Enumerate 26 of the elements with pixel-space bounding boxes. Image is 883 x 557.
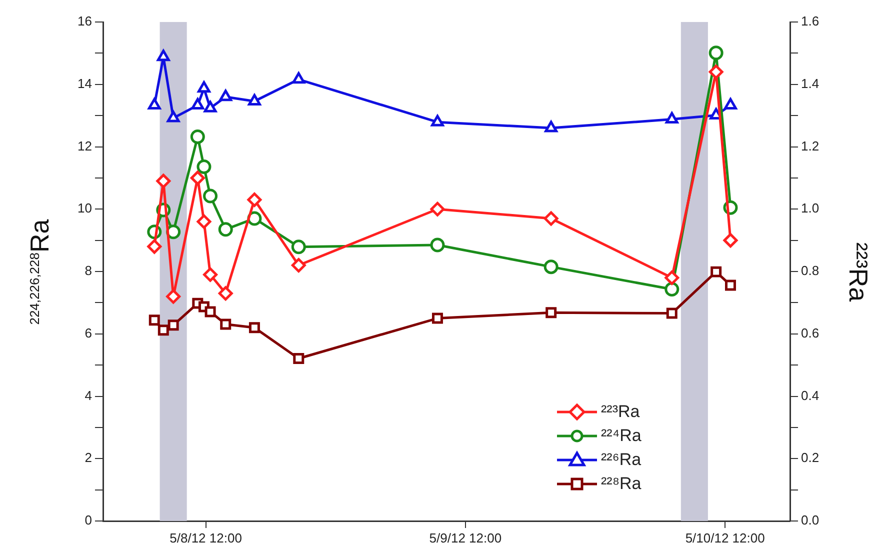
y-tick-label: 0 <box>84 512 92 528</box>
y2-tick-label: 0.0 <box>801 512 820 528</box>
legend-label: ²²³Ra <box>601 402 640 422</box>
y-tick-label: 8 <box>84 263 92 278</box>
legend-label: ²²⁶Ra <box>601 450 642 470</box>
legend-label: ²²⁴Ra <box>601 426 642 446</box>
y2-tick-label: 1.2 <box>801 138 820 154</box>
y-tick-label: 6 <box>84 325 92 340</box>
y-tick-label: 10 <box>78 200 92 216</box>
legend-label: ²²⁸Ra <box>601 474 642 494</box>
y2-tick-label: 1.0 <box>801 200 820 216</box>
y2-tick-label: 1.6 <box>801 14 820 29</box>
x-tick-label: 5/9/12 12:00 <box>429 530 502 546</box>
y-tick-label: 16 <box>78 14 92 29</box>
y-tick-label: 2 <box>84 450 92 466</box>
y2-axis-title: ²²³Ra <box>842 242 874 302</box>
y2-tick-label: 0.8 <box>801 263 820 278</box>
y2-tick-label: 0.2 <box>801 450 820 466</box>
x-tick-label: 5/8/12 12:00 <box>170 530 242 546</box>
y2-tick-label: 0.6 <box>801 325 820 340</box>
y-tick-label: 12 <box>78 138 92 154</box>
y-tick-label: 14 <box>78 76 92 91</box>
y2-tick-label: 1.4 <box>801 76 820 91</box>
x-tick-label: 5/10/12 12:00 <box>685 530 765 546</box>
y-tick-label: 4 <box>84 388 92 403</box>
y2-tick-label: 0.4 <box>801 388 820 403</box>
